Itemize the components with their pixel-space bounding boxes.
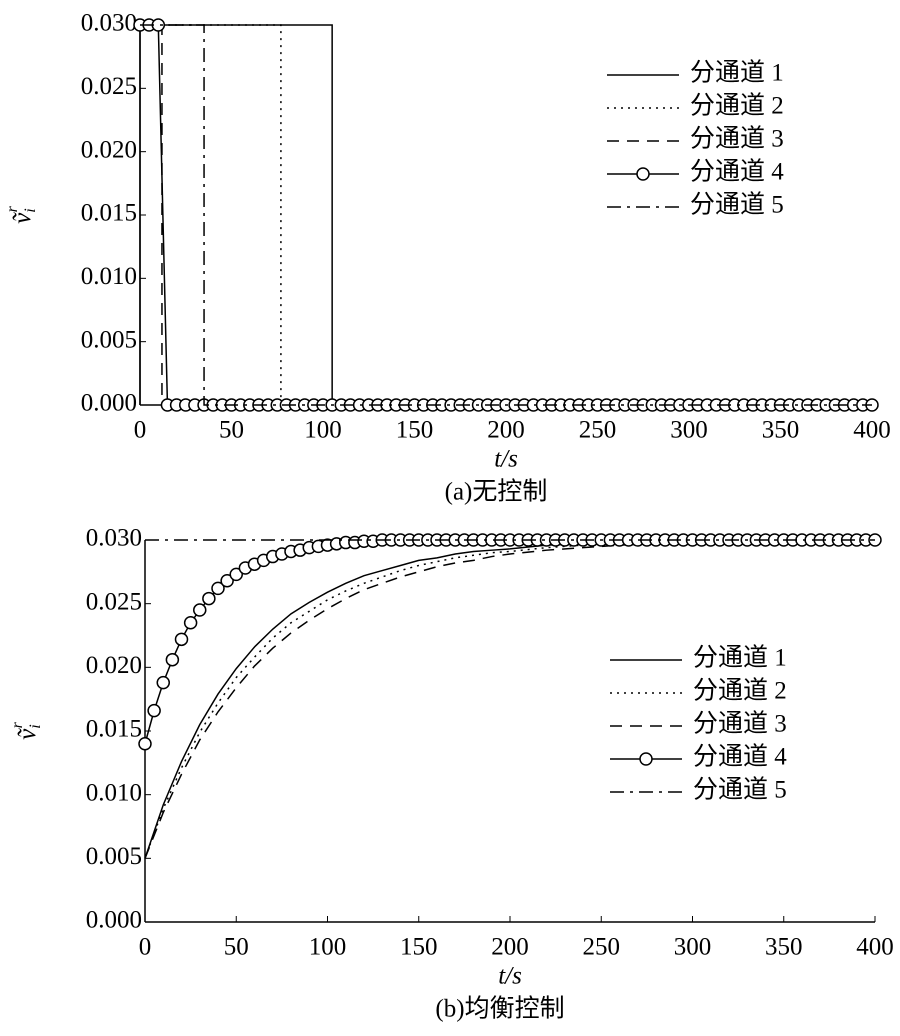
legend-label: 分通道 4 [690, 158, 784, 186]
data-point [138, 736, 152, 751]
data-point [202, 591, 216, 606]
y-label-base: ṽ [14, 728, 41, 740]
y-tick-label: 0.025 [81, 73, 137, 100]
legend-marker [639, 752, 653, 766]
data-point [193, 603, 207, 617]
x-tick-label: 100 [304, 417, 342, 444]
y-tick-label: 0.030 [81, 10, 137, 37]
x-tick-label: 400 [853, 417, 891, 444]
x-tick-label: 0 [139, 934, 152, 961]
y-label-sup: r [9, 721, 26, 728]
y-tick-label: 0.030 [86, 525, 142, 552]
x-tick-label: 350 [765, 934, 803, 961]
y-axis-label: ṽir [9, 721, 44, 740]
caption: (a)无控制 [445, 478, 548, 506]
x-tick-label: 300 [674, 934, 712, 961]
y-tick-label: 0.010 [81, 263, 137, 290]
legend-label: 分通道 3 [690, 125, 784, 153]
data-point [220, 573, 234, 588]
y-tick-label: 0.020 [81, 136, 137, 163]
y-tick-label: 0.020 [86, 652, 142, 679]
x-tick-label: 250 [579, 417, 617, 444]
x-tick-label: 50 [219, 417, 244, 444]
y-tick-label: 0.005 [86, 843, 142, 870]
legend-label: 分通道 1 [690, 59, 784, 87]
y-axis-label: ṽir [4, 205, 39, 224]
y-label-sub: i [27, 724, 44, 728]
y-tick-label: 0.000 [81, 390, 137, 417]
y-label-sup: r [4, 205, 21, 212]
x-tick-label: 50 [224, 934, 249, 961]
legend-label: 分通道 3 [693, 710, 787, 738]
legend-label: 分通道 1 [693, 644, 787, 672]
y-tick-label: 0.015 [86, 716, 142, 743]
x-tick-label: 200 [487, 417, 525, 444]
data-point [174, 632, 189, 647]
x-tick-label: 0 [134, 417, 147, 444]
series-line [144, 539, 875, 859]
caption: (b)均衡控制 [435, 995, 564, 1023]
x-tick-label: 350 [762, 417, 800, 444]
legend-label: 分通道 5 [693, 776, 787, 804]
x-tick-label: 150 [396, 417, 434, 444]
x-tick-label: 150 [400, 934, 438, 961]
data-point [211, 581, 225, 596]
x-tick-label: 300 [670, 417, 708, 444]
data-point [147, 703, 161, 718]
legend-label: 分通道 2 [690, 92, 784, 120]
x-axis-label: t/s [498, 963, 522, 990]
x-tick-label: 400 [856, 934, 894, 961]
y-tick-label: 0.000 [86, 907, 142, 934]
y-tick-label: 0.005 [81, 326, 137, 353]
data-point [156, 675, 170, 690]
y-tick-label: 0.025 [86, 588, 142, 615]
x-tick-label: 250 [583, 934, 621, 961]
data-point [183, 616, 198, 630]
y-tick-label: 0.010 [86, 779, 142, 806]
x-axis-label: t/s [494, 446, 518, 473]
x-tick-label: 100 [309, 934, 347, 961]
y-tick-label: 0.015 [81, 200, 137, 227]
data-point [229, 567, 243, 582]
series-line [140, 24, 872, 406]
legend-label: 分通道 4 [693, 743, 787, 771]
y-label-sub: i [22, 208, 39, 212]
legend-label: 分通道 5 [690, 191, 784, 219]
x-tick-label: 200 [491, 934, 529, 961]
legend-marker [636, 167, 650, 181]
data-point [165, 652, 180, 667]
y-label-base: ṽ [9, 212, 36, 224]
legend-label: 分通道 2 [693, 677, 787, 705]
series-line [140, 24, 872, 406]
